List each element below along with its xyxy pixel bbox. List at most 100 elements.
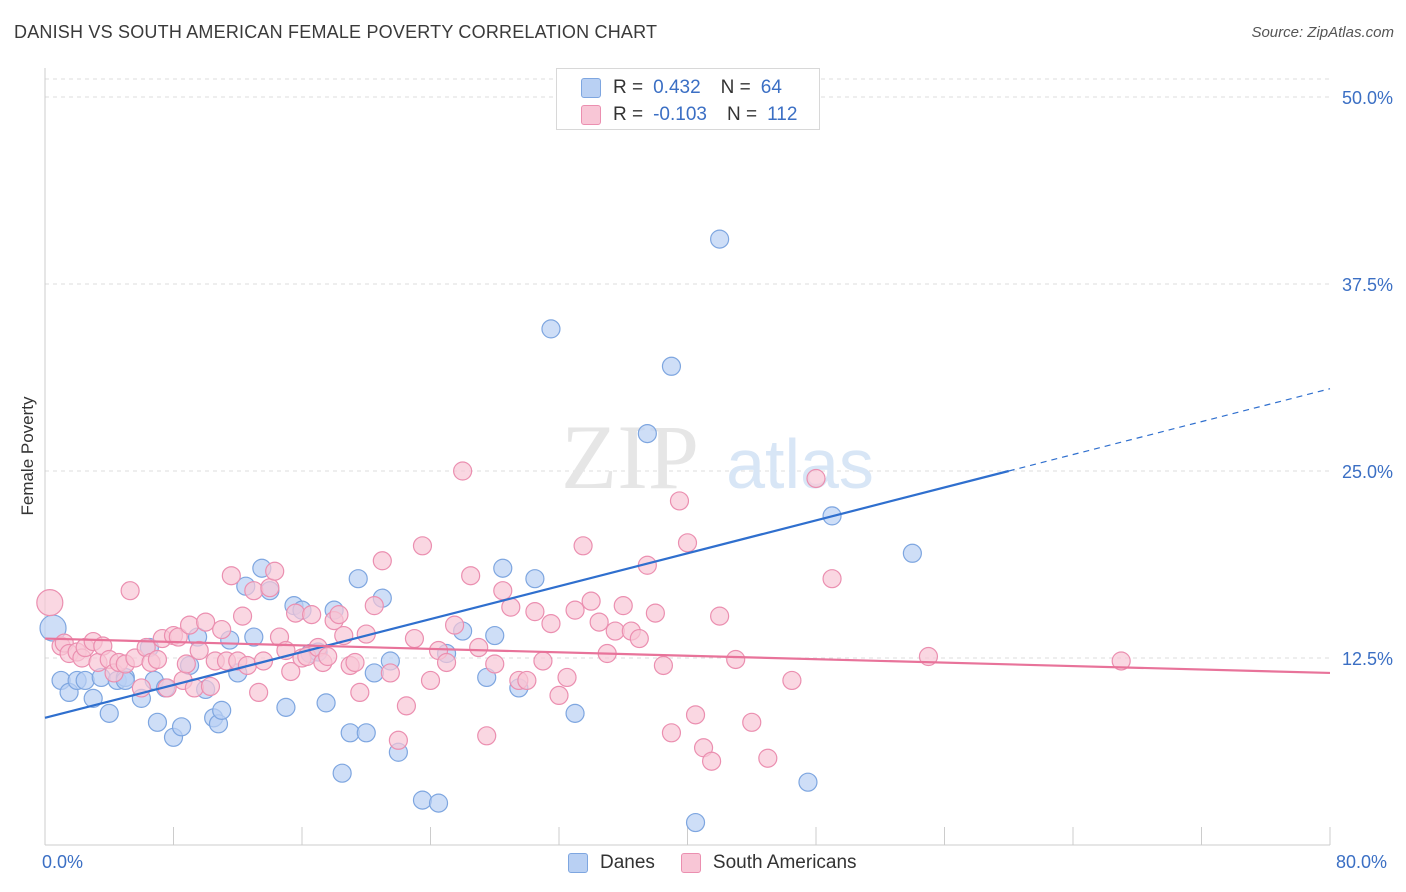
south-americans-point [461, 566, 481, 586]
south-americans-point [212, 619, 232, 640]
south-americans-point [179, 615, 200, 635]
danes-point [212, 700, 232, 720]
danes-legend-label: Danes [600, 852, 655, 873]
south-americans-point [517, 670, 537, 691]
n-value: 64 [760, 77, 782, 98]
south-americans-point [613, 596, 633, 616]
south-americans-point [525, 602, 545, 622]
r-value: -0.103 [653, 104, 707, 125]
danes-point [356, 723, 376, 743]
legend-item-danes[interactable]: Danes [568, 852, 655, 874]
south-americans-point [557, 667, 577, 688]
danes-point [637, 424, 657, 444]
danes-point [685, 812, 706, 833]
y-tick-label: 12.5% [1342, 649, 1393, 669]
south-americans-point [404, 628, 425, 649]
south-americans-point [350, 682, 370, 703]
south-americans-point [589, 612, 609, 632]
south-americans-point [380, 663, 400, 683]
danes-point [428, 793, 449, 813]
danes-point [83, 688, 103, 708]
south-americans-points [36, 461, 1131, 771]
danes-trend-projection [1008, 388, 1331, 472]
south-americans-point [806, 468, 826, 489]
south-americans-point [653, 655, 674, 676]
danes-point [525, 569, 545, 589]
south-americans-point [249, 682, 269, 703]
south-americans-point [782, 670, 802, 691]
axes [44, 68, 1331, 846]
x-tick-min: 0.0% [42, 852, 84, 872]
south-americans-point [573, 536, 593, 556]
y-tick-label: 25.0% [1342, 462, 1393, 482]
south-americans-point [742, 712, 762, 732]
south-americans-legend-label: South Americans [712, 852, 857, 873]
n-label: N = [726, 104, 758, 125]
series-legend: Danes South Americans [568, 852, 883, 874]
danes-point [171, 717, 192, 737]
danes-point [661, 356, 682, 376]
r-label: R = [613, 77, 644, 98]
danes-point [340, 723, 360, 743]
legend-item-south-americans[interactable]: South Americans [680, 852, 857, 874]
south-americans-point [196, 612, 216, 632]
south-americans-point [364, 596, 384, 616]
trend-lines [44, 388, 1331, 719]
south-americans-point [176, 654, 196, 674]
danes-point [348, 569, 368, 589]
danes-point [485, 625, 505, 646]
south-americans-point [710, 606, 730, 626]
south-americans-point [221, 566, 241, 586]
south-americans-point [581, 591, 601, 611]
watermark: ZIP atlas [561, 406, 874, 508]
danes-point [493, 558, 513, 578]
watermark-zip: ZIP [561, 406, 699, 508]
y-tick-labels: 12.5% 25.0% 37.5% 50.0% [1342, 88, 1393, 669]
south-americans-point [469, 637, 489, 658]
south-americans-point [260, 578, 280, 598]
danes-point [798, 772, 818, 792]
south-americans-point [726, 649, 746, 670]
south-americans-point [232, 606, 253, 626]
south-americans-point [485, 654, 505, 674]
south-americans-point [758, 748, 778, 768]
south-americans-point [420, 670, 441, 691]
south-americans-point [629, 628, 649, 649]
danes-point [316, 693, 336, 713]
danes-point [902, 543, 922, 563]
south-americans-point [244, 581, 264, 601]
south-americans-point [302, 605, 322, 625]
south-americans-point [200, 676, 221, 697]
south-americans-point [189, 640, 209, 661]
south-americans-swatch [581, 105, 601, 125]
n-label: N = [720, 77, 751, 98]
south-americans-point [645, 603, 665, 623]
south-americans-point [565, 600, 585, 620]
south-americans-point [685, 705, 706, 725]
south-americans-point [396, 696, 417, 716]
danes-point [75, 670, 95, 691]
south-americans-point [318, 646, 338, 667]
watermark-atlas: atlas [726, 425, 874, 503]
danes-point [364, 663, 384, 683]
south-americans-point [436, 652, 457, 673]
south-americans-point [412, 536, 433, 556]
legend-row-south-americans: R = -0.103 N = 112 [581, 104, 797, 126]
south-americans-point [265, 561, 285, 581]
south-americans-point [533, 651, 553, 671]
south-americans-point [147, 649, 168, 670]
y-tick-label: 37.5% [1342, 275, 1393, 295]
danes-trend-line [44, 469, 1010, 719]
south-americans-legend-swatch [680, 853, 701, 873]
south-americans-point [345, 652, 365, 673]
south-americans-point [453, 461, 473, 481]
south-americans-point [677, 533, 698, 553]
south-americans-point [372, 551, 392, 571]
danes-legend-swatch [568, 853, 588, 873]
south-americans-point [329, 605, 349, 625]
y-tick-label: 50.0% [1342, 88, 1393, 108]
south-americans-point [701, 751, 722, 771]
south-americans-point [388, 730, 408, 750]
r-label: R = [613, 104, 644, 125]
